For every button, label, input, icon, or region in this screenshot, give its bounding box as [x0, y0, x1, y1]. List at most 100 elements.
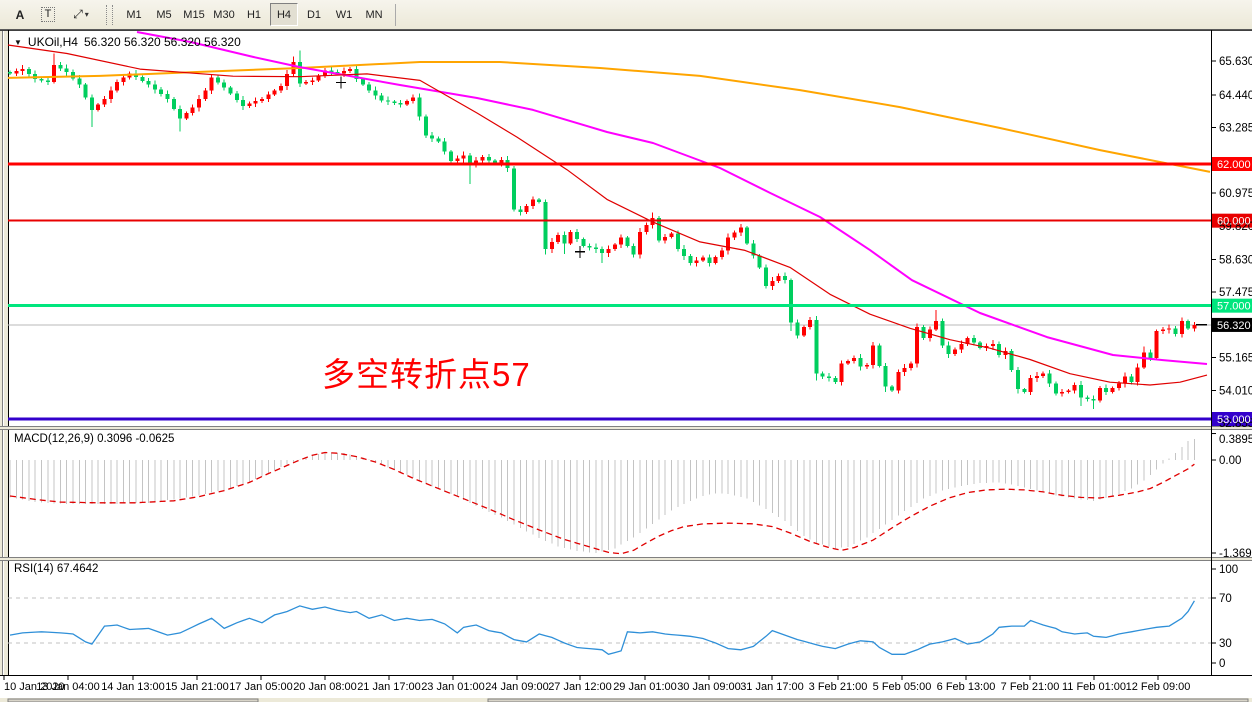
svg-text:0: 0 — [1219, 658, 1225, 670]
timeframe-m15-button[interactable]: M15 — [183, 8, 205, 21]
timeframe-h4-button[interactable]: H4 — [270, 3, 298, 26]
candle — [801, 326, 806, 336]
candle — [266, 94, 271, 99]
candle — [83, 84, 88, 98]
text-label-tool-button[interactable]: T — [35, 3, 61, 26]
symbol-period-label: UKOil,H4 — [27, 35, 78, 49]
candle — [272, 90, 277, 95]
candle — [39, 79, 44, 81]
candle — [14, 71, 19, 74]
time-tick-label: 15 Jan 21:00 — [165, 681, 229, 693]
price-axis[interactable] — [1211, 60, 1252, 664]
time-tick-label: 11 Feb 01:00 — [1062, 681, 1126, 693]
candle — [537, 199, 542, 203]
candle — [871, 345, 876, 366]
price-tick-label: 60.975 — [1219, 188, 1252, 200]
time-tick-label: 17 Jan 05:00 — [229, 681, 293, 693]
timeframe-w1-button[interactable]: W1 — [335, 8, 353, 21]
candle — [45, 80, 50, 82]
candle — [694, 260, 699, 264]
cursor-tool-button[interactable]: ⤢ ▾ — [63, 3, 99, 26]
candle — [1192, 324, 1197, 329]
candle — [738, 227, 743, 233]
timeframe-m30-button[interactable]: M30 — [213, 8, 235, 21]
candle — [386, 100, 390, 102]
time-tick-label: 29 Jan 01:00 — [613, 681, 677, 693]
timeframe-d1-button[interactable]: D1 — [306, 8, 322, 21]
timeframe-m5-button[interactable]: M5 — [156, 8, 172, 21]
macd-indicator-label: MACD(12,26,9) 0.3096 -0.0625 — [14, 433, 175, 445]
ohlc-quotes-label: 56.320 56.320 56.320 56.320 — [83, 35, 241, 49]
price-tick-label: 58.630 — [1219, 254, 1252, 266]
time-tick-label: 13 Jan 04:00 — [36, 681, 100, 693]
candle — [751, 243, 756, 256]
candle — [745, 227, 750, 244]
timeframe-mn-button[interactable]: MN — [365, 8, 383, 21]
candle — [587, 246, 592, 248]
candle — [493, 160, 498, 164]
candle — [115, 81, 120, 91]
candle — [1186, 321, 1191, 329]
text-label-icon: T — [40, 7, 56, 22]
candle — [1148, 352, 1153, 359]
chevron-down-icon: ▾ — [84, 10, 89, 19]
candle — [486, 156, 491, 161]
candle — [814, 319, 819, 374]
timeframe-h1-button[interactable]: H1 — [246, 8, 262, 21]
timeframe-m1-button[interactable]: M1 — [126, 8, 142, 21]
candle — [606, 248, 611, 254]
time-tick-label: 12 Feb 09:00 — [1126, 681, 1191, 693]
time-axis[interactable] — [3, 676, 1159, 680]
candle — [260, 98, 264, 102]
candle — [323, 70, 327, 76]
candle — [512, 168, 516, 210]
time-tick-label: 31 Jan 17:00 — [740, 681, 804, 693]
candle — [392, 101, 397, 104]
candle — [940, 321, 945, 346]
text-annotation-tool-button[interactable]: A — [7, 3, 33, 26]
svg-text:0.00: 0.00 — [1219, 455, 1241, 467]
candle — [474, 160, 479, 164]
candle — [1041, 373, 1046, 376]
candle — [423, 116, 428, 136]
candle — [908, 363, 913, 368]
candle — [827, 376, 831, 378]
candle — [335, 71, 340, 74]
candle — [1047, 373, 1052, 384]
candle — [562, 234, 567, 244]
candle — [997, 343, 1002, 356]
price-badge — [1212, 298, 1252, 313]
toolbar-divider — [395, 3, 396, 26]
price-badge-label: 62.000 — [1217, 159, 1251, 171]
candle — [757, 255, 762, 268]
candle — [411, 97, 416, 101]
candle — [329, 70, 334, 72]
toolbar-grip[interactable] — [106, 4, 113, 25]
chart-canvas[interactable]: 65.630 64.440 63.285 60.975 59.820 58.630 57.4… — [0, 30, 1252, 702]
time-tick-label: 21 Jan 17:00 — [357, 681, 421, 693]
candle — [915, 326, 920, 364]
candle — [52, 64, 57, 82]
candle — [820, 373, 825, 377]
candle — [417, 97, 422, 117]
candle — [64, 68, 69, 72]
candle — [398, 103, 403, 105]
price-badge — [1212, 411, 1252, 426]
candle — [171, 98, 176, 109]
candle — [1154, 331, 1159, 359]
candle — [883, 365, 888, 387]
candle — [203, 90, 208, 99]
candle — [625, 237, 630, 247]
rsi-indicator-label: RSI(14) 67.4642 — [14, 563, 99, 575]
candle — [348, 69, 353, 72]
candle — [593, 247, 598, 249]
candle — [241, 99, 246, 106]
candle — [360, 79, 365, 85]
candle — [228, 87, 233, 94]
candle — [719, 250, 724, 257]
chart-dropdown-icon[interactable]: ▼ — [14, 37, 22, 47]
candle — [247, 103, 252, 106]
ma-mid-magenta — [136, 31, 1208, 365]
chart-text-annotation[interactable]: 多空转折点57 — [322, 356, 531, 393]
candle — [530, 199, 535, 206]
